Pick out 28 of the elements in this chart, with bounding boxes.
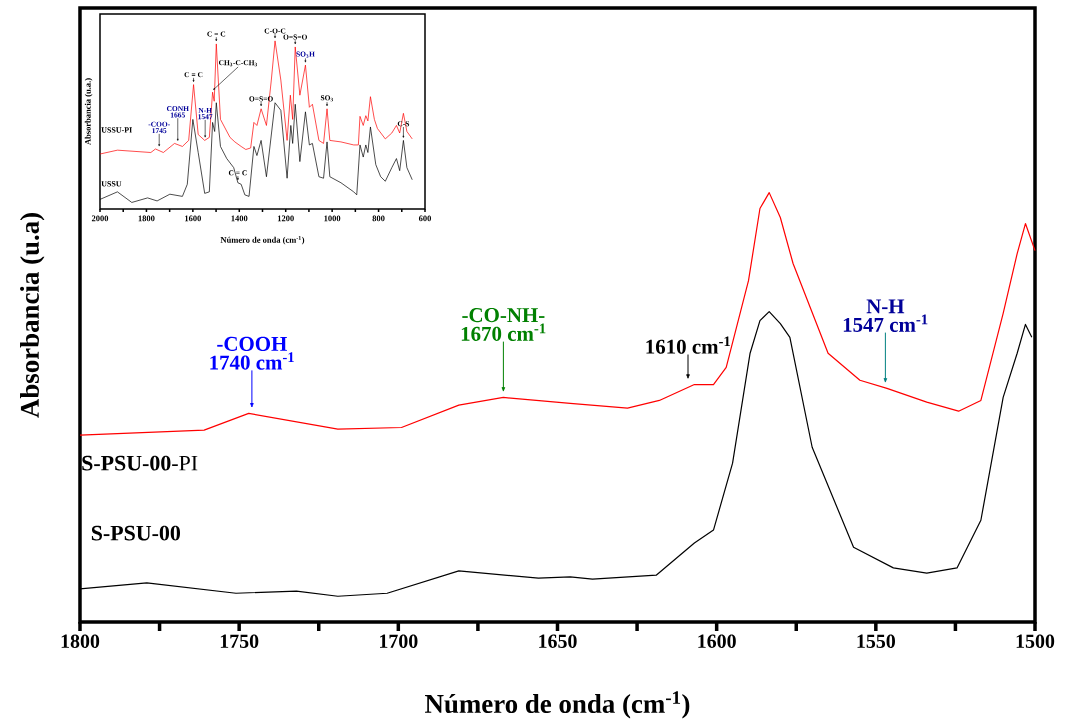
x-tick-label: 1800: [138, 215, 155, 222]
x-tick-label: 800: [372, 215, 385, 222]
x-axis-title: Número de onda (cm$^{-1}$): [220, 235, 305, 245]
y-axis-title: Absorbancia (u.a): [20, 213, 45, 418]
annotation: -CO-NH-: [462, 308, 545, 323]
annotation: 1740 cm$^{-1}$: [210, 352, 294, 370]
x-tick-label: 2000: [91, 215, 109, 222]
annotation: 1610 cm$^{-1}$: [646, 336, 730, 354]
annotation: N-H: [866, 299, 905, 314]
x-tick-label: 1400: [231, 215, 248, 222]
x-tick-label: 1600: [185, 215, 201, 222]
x-tick-label: 1550: [857, 634, 895, 648]
x-tick-label: 1700: [379, 634, 418, 648]
series-label: S-PSU-00-PI: [82, 455, 198, 471]
x-axis-title: Número de onda (cm$^{-1}$): [425, 691, 690, 719]
annotation: 1670 cm$^{-1}$: [461, 323, 546, 341]
y-axis-title: Absorbancia (u.a.): [84, 78, 93, 145]
x-tick-label: 1500: [1016, 634, 1055, 648]
annotation: 1547 cm$^{-1}$: [843, 314, 928, 332]
x-tick-label: 1650: [539, 634, 577, 648]
x-tick-label: 1800: [61, 634, 100, 648]
x-tick-label: 1000: [324, 215, 341, 222]
x-tick-label: 1600: [698, 634, 736, 648]
annotation: -COOH: [217, 336, 287, 351]
x-tick-label: 600: [418, 215, 432, 222]
text: S-PSU-00: [91, 525, 181, 541]
x-tick-label: 1750: [220, 634, 259, 648]
x-tick-label: 1200: [277, 215, 294, 222]
